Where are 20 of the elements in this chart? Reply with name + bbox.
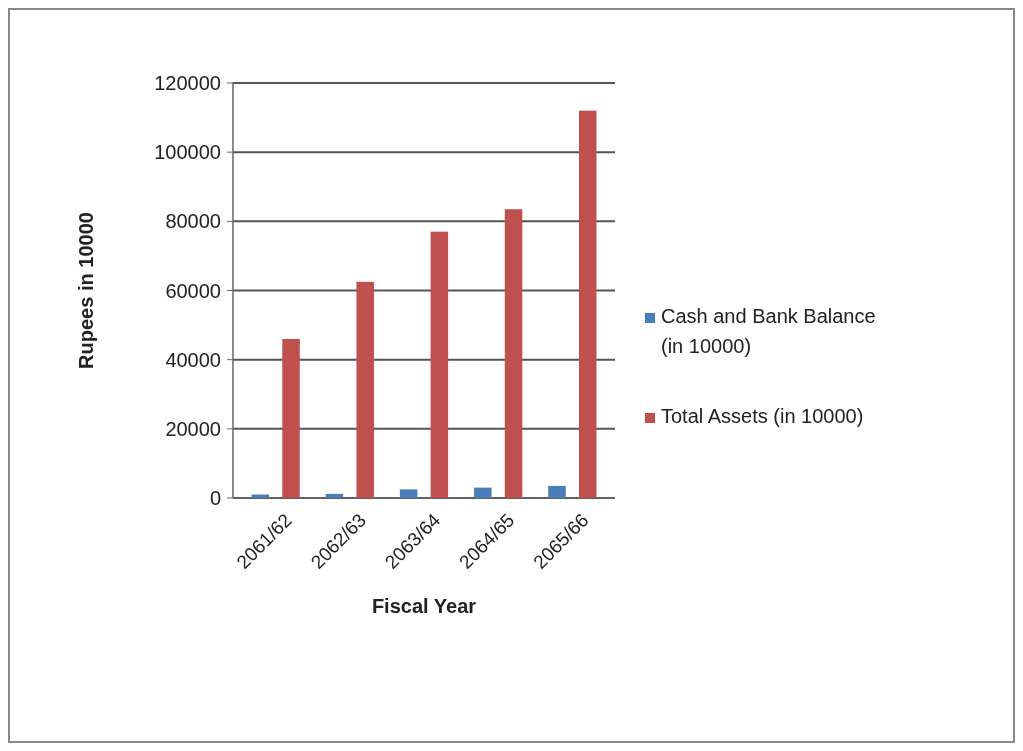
y-tick-label: 120000 bbox=[154, 72, 221, 94]
bar bbox=[504, 209, 523, 498]
bar bbox=[325, 493, 344, 498]
bar bbox=[474, 487, 492, 498]
y-tick-label: 100000 bbox=[154, 141, 221, 164]
y-tick-label: 20000 bbox=[165, 417, 221, 440]
bar bbox=[430, 231, 449, 498]
y-tick-label: 80000 bbox=[165, 210, 221, 233]
bar bbox=[356, 281, 374, 498]
y-axis-title: Rupees in 10000 bbox=[75, 212, 97, 369]
legend-label: Total Assets (in 10000) bbox=[661, 405, 864, 427]
x-axis-title: Fiscal Year bbox=[371, 595, 477, 617]
bar bbox=[282, 338, 300, 498]
bar bbox=[548, 485, 566, 498]
y-tick-label: 0 bbox=[209, 487, 221, 509]
bar bbox=[399, 489, 418, 498]
y-tick-label: 60000 bbox=[165, 279, 221, 302]
y-tick-label: 40000 bbox=[165, 348, 221, 371]
bar bbox=[578, 110, 597, 498]
legend-label: Cash and Bank Balance (in 10000) bbox=[661, 305, 876, 357]
